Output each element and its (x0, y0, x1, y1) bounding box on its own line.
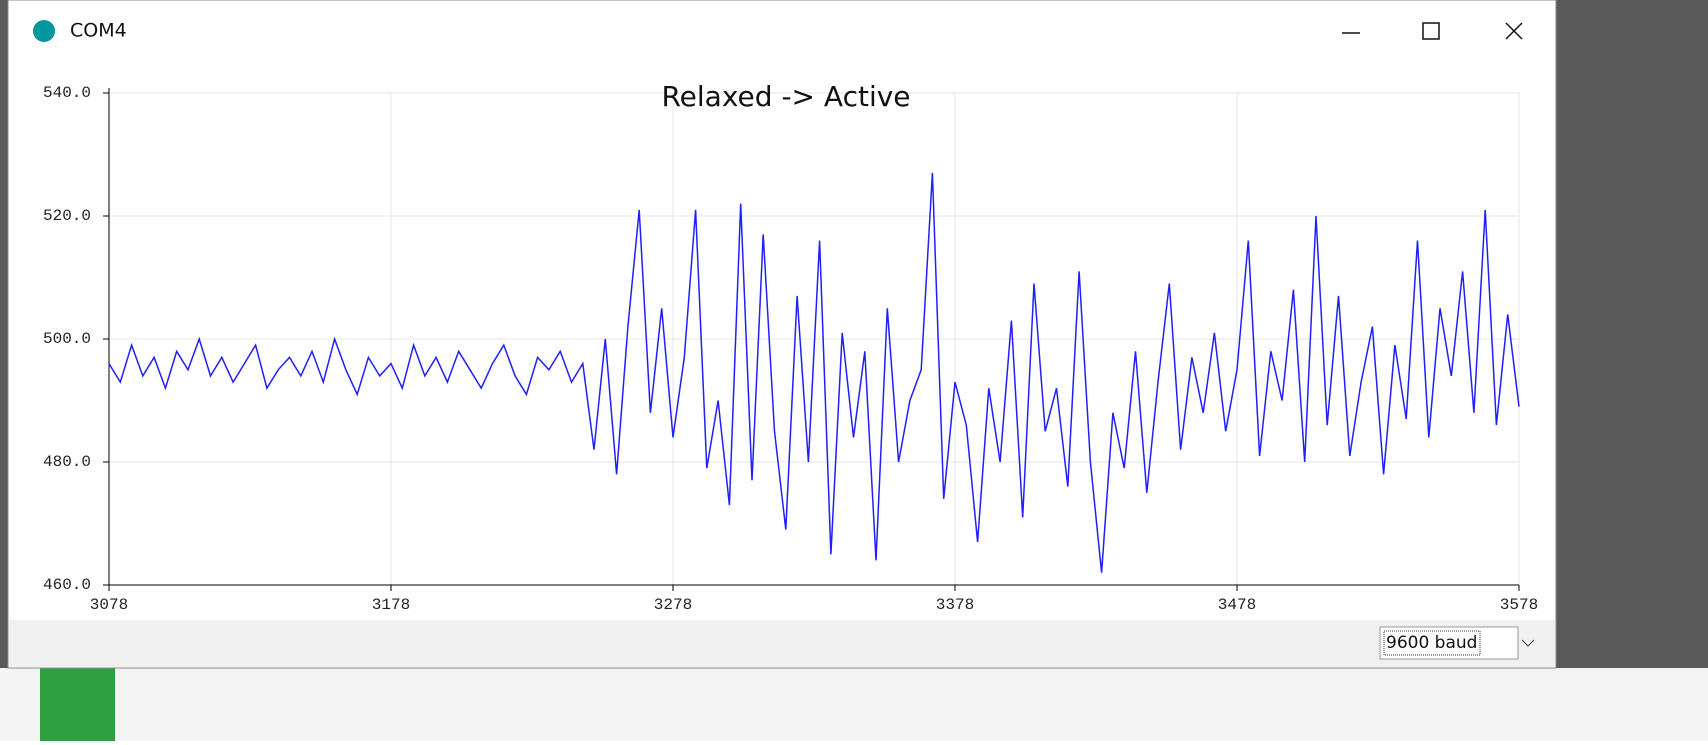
ide-button (40, 668, 115, 741)
y-tick-label: 500.0 (43, 330, 91, 348)
data-line (108, 172, 1520, 573)
window (7, 0, 1557, 669)
y-tick-label: 540.0 (43, 84, 91, 102)
close-button[interactable] (1505, 22, 1523, 40)
dropdown-arrow[interactable] (1521, 639, 1535, 647)
ide-background (0, 668, 1708, 741)
app-icon (33, 20, 55, 42)
x-tick-label: 3478 (1218, 596, 1256, 614)
status-bar (9, 620, 1555, 667)
x-tick-label: 3178 (372, 596, 410, 614)
y-tick-label: 460.0 (43, 576, 91, 594)
baud-select[interactable] (1379, 626, 1519, 660)
chart-title: Relaxed -> Active (661, 80, 910, 113)
y-tick-label: 520.0 (43, 207, 91, 225)
baud-label: 9600 baud (1386, 633, 1477, 653)
y-tick-label: 480.0 (43, 453, 91, 471)
x-tick-label: 3378 (936, 596, 974, 614)
focus-ring (1383, 630, 1481, 656)
window-title: COM4 (70, 20, 127, 42)
maximize-button[interactable] (1422, 22, 1440, 40)
x-tick-label: 3578 (1500, 596, 1538, 614)
x-tick-label: 3078 (90, 596, 128, 614)
x-tick-label: 3278 (654, 596, 692, 614)
